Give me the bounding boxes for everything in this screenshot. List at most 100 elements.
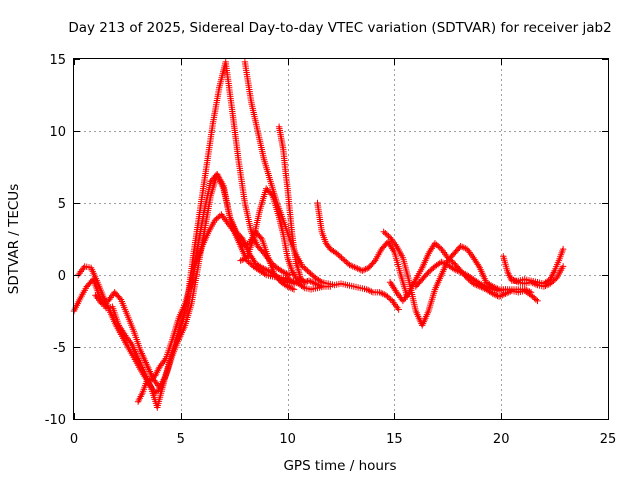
y-tick-label: -10	[45, 413, 66, 428]
data-point-marker	[397, 271, 410, 298]
data-point-marker	[258, 264, 270, 274]
data-point-marker	[521, 279, 533, 287]
y-axis-label: SDTVAR / TECUs	[6, 184, 22, 294]
data-point-marker	[139, 380, 150, 397]
data-point-marker	[331, 280, 343, 289]
data-point-marker	[391, 248, 404, 277]
data-point-marker	[175, 324, 188, 343]
data-point-marker	[228, 106, 242, 161]
data-point-marker	[130, 328, 143, 351]
data-point-marker	[399, 254, 412, 284]
data-point-marker	[307, 285, 319, 293]
data-point-marker	[248, 99, 261, 133]
data-point-marker	[181, 281, 195, 307]
data-point-marker	[260, 156, 274, 183]
data-point-marker	[412, 266, 425, 283]
data-point-marker	[290, 286, 298, 293]
data-point-marker	[233, 231, 245, 248]
data-point-marker	[162, 354, 175, 379]
data-point-marker	[521, 276, 533, 284]
data-point-marker	[226, 214, 239, 236]
data-point-marker	[292, 260, 301, 271]
data-point-marker	[119, 335, 132, 352]
data-point-marker	[90, 276, 103, 298]
data-point-marker	[278, 276, 290, 285]
data-point-marker	[94, 279, 107, 300]
data-point-marker	[258, 235, 271, 259]
data-point-marker	[250, 263, 262, 273]
data-point-marker	[515, 279, 526, 287]
data-point-marker	[290, 280, 298, 287]
data-point-marker	[419, 252, 431, 271]
data-point-marker	[201, 194, 214, 235]
data-point-marker	[111, 289, 123, 302]
data-point-marker	[305, 277, 317, 287]
data-point-marker	[463, 271, 475, 282]
data-point-marker	[254, 127, 267, 161]
data-point-marker	[181, 302, 195, 329]
data-point-marker	[209, 86, 223, 127]
data-point-marker	[288, 267, 299, 280]
data-point-marker	[425, 264, 437, 276]
data-point-marker	[314, 199, 325, 233]
data-point-marker	[286, 207, 295, 233]
data-point-marker	[299, 263, 311, 274]
data-point-marker	[87, 264, 100, 284]
data-point-marker	[292, 274, 303, 283]
plot-frame	[73, 58, 609, 420]
data-point-marker	[175, 302, 188, 322]
data-point-marker	[190, 209, 203, 257]
data-point-marker	[393, 243, 406, 259]
data-point-marker	[386, 234, 399, 248]
data-point-marker	[527, 292, 540, 303]
data-point-marker	[333, 250, 345, 261]
data-point-marker	[284, 283, 296, 292]
data-point-marker	[386, 279, 399, 294]
y-tick-label: 10	[49, 125, 66, 140]
series-satellite-track-6	[237, 185, 308, 286]
data-point-marker	[540, 281, 552, 290]
data-point-marker	[555, 247, 566, 264]
data-point-marker	[551, 259, 562, 274]
data-point-marker	[438, 245, 450, 260]
data-point-marker	[483, 283, 495, 292]
x-axis-label: GPS time / hours	[283, 458, 396, 474]
data-point-marker	[239, 240, 251, 250]
data-point-marker	[451, 266, 463, 275]
data-point-marker	[156, 357, 168, 371]
data-point-marker	[137, 346, 149, 366]
data-point-marker	[534, 281, 545, 290]
data-point-marker	[205, 219, 218, 235]
data-point-marker	[527, 279, 540, 288]
data-point-marker	[495, 291, 508, 300]
data-point-marker	[143, 377, 153, 385]
data-point-marker	[363, 286, 375, 295]
data-point-marker	[389, 297, 401, 311]
data-point-marker	[339, 256, 352, 267]
data-point-marker	[156, 374, 168, 391]
data-point-marker	[263, 271, 274, 280]
series-satellite-track-7	[275, 123, 325, 290]
data-point-marker	[346, 261, 358, 271]
data-point-marker	[476, 264, 489, 284]
data-point-marker	[250, 209, 263, 243]
data-point-marker	[553, 265, 566, 282]
x-tick-label: 5	[177, 432, 185, 447]
y-tick-label: 0	[58, 269, 66, 284]
data-point-marker	[196, 166, 210, 214]
data-series	[70, 58, 567, 411]
data-point-marker	[241, 58, 255, 104]
data-point-marker	[267, 178, 280, 205]
data-point-marker	[252, 260, 264, 270]
data-point-marker	[327, 245, 339, 256]
data-point-marker	[284, 185, 293, 212]
data-point-marker	[534, 297, 541, 305]
axis-ticks	[74, 59, 609, 420]
data-point-marker	[470, 276, 482, 286]
data-point-marker	[406, 278, 418, 296]
x-tick-label: 25	[600, 432, 617, 447]
data-point-marker	[128, 340, 141, 360]
data-point-marker	[399, 290, 412, 305]
data-point-marker	[382, 292, 394, 303]
